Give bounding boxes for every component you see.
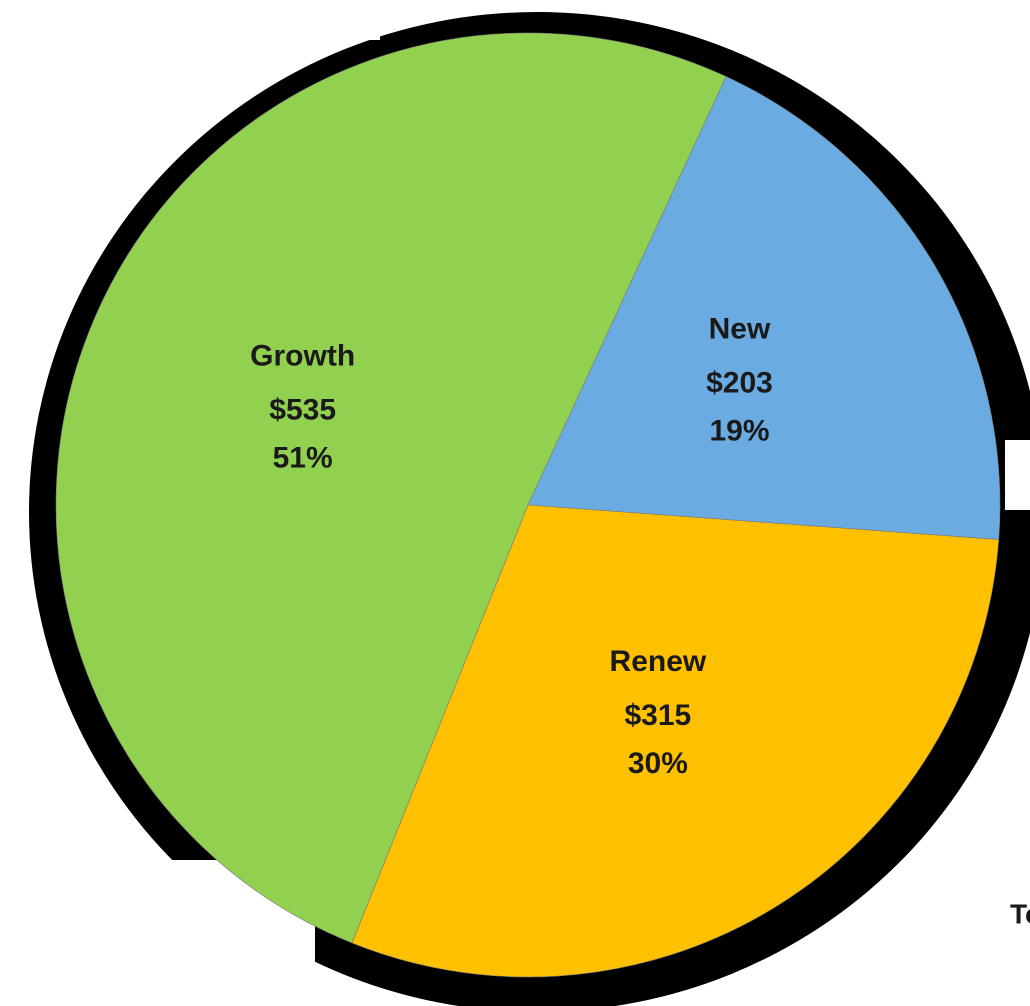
slice-value-label: $203 <box>706 366 773 399</box>
pie-slice <box>527 76 1001 540</box>
annotation: To <box>1010 898 1030 929</box>
slice-category: New <box>709 312 771 345</box>
slice-value-label: $315 <box>625 699 692 732</box>
slice-percent-label: 19% <box>709 414 769 447</box>
slice-category: Renew <box>610 645 707 678</box>
slice-category: Growth <box>250 340 355 373</box>
pie-slice <box>351 504 1000 978</box>
pie-slice <box>55 32 727 944</box>
slice-value-label: $535 <box>269 394 336 427</box>
slice-percent-label: 51% <box>273 442 333 475</box>
slice-percent-label: 30% <box>628 747 688 780</box>
